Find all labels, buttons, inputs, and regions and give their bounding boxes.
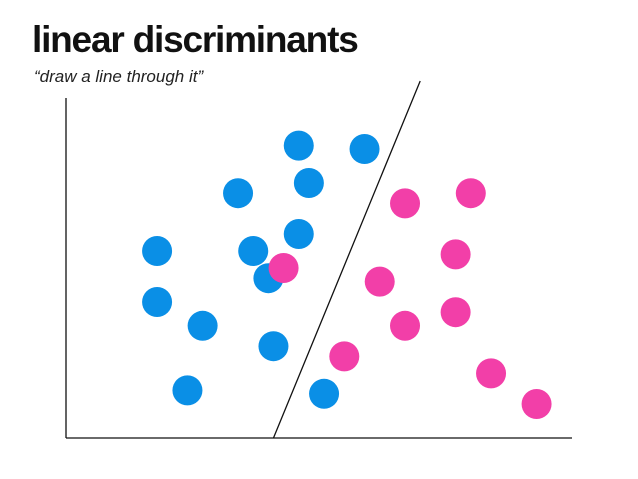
pink-point-8	[329, 341, 360, 372]
blue-point-7	[142, 236, 173, 266]
blue-point-2	[349, 134, 380, 164]
blue-point-11	[258, 331, 289, 362]
pink-point-10	[521, 389, 552, 419]
pink-point-6	[440, 297, 471, 328]
pink-point-9	[476, 358, 507, 389]
blue-point-3	[293, 168, 324, 198]
blue-point-10	[187, 310, 218, 341]
pink-point-7	[390, 310, 421, 341]
pink-point-4	[268, 253, 299, 283]
blue-point-9	[142, 287, 173, 317]
slide-subtitle: “draw a line through it”	[34, 67, 204, 86]
pink-point-5	[364, 266, 395, 297]
blue-point-5	[283, 219, 314, 249]
pink-point-3	[440, 239, 471, 270]
blue-point-4	[223, 178, 254, 209]
pink-point-2	[390, 188, 421, 219]
blue-point-6	[238, 236, 269, 266]
blue-point-13	[172, 375, 203, 406]
blue-point-1	[283, 130, 314, 161]
decision-boundary-line	[272, 80, 421, 439]
data-points	[142, 130, 552, 419]
blue-point-12	[309, 378, 340, 409]
pink-point-1	[455, 178, 486, 209]
slide-title: linear discriminants	[32, 19, 359, 60]
